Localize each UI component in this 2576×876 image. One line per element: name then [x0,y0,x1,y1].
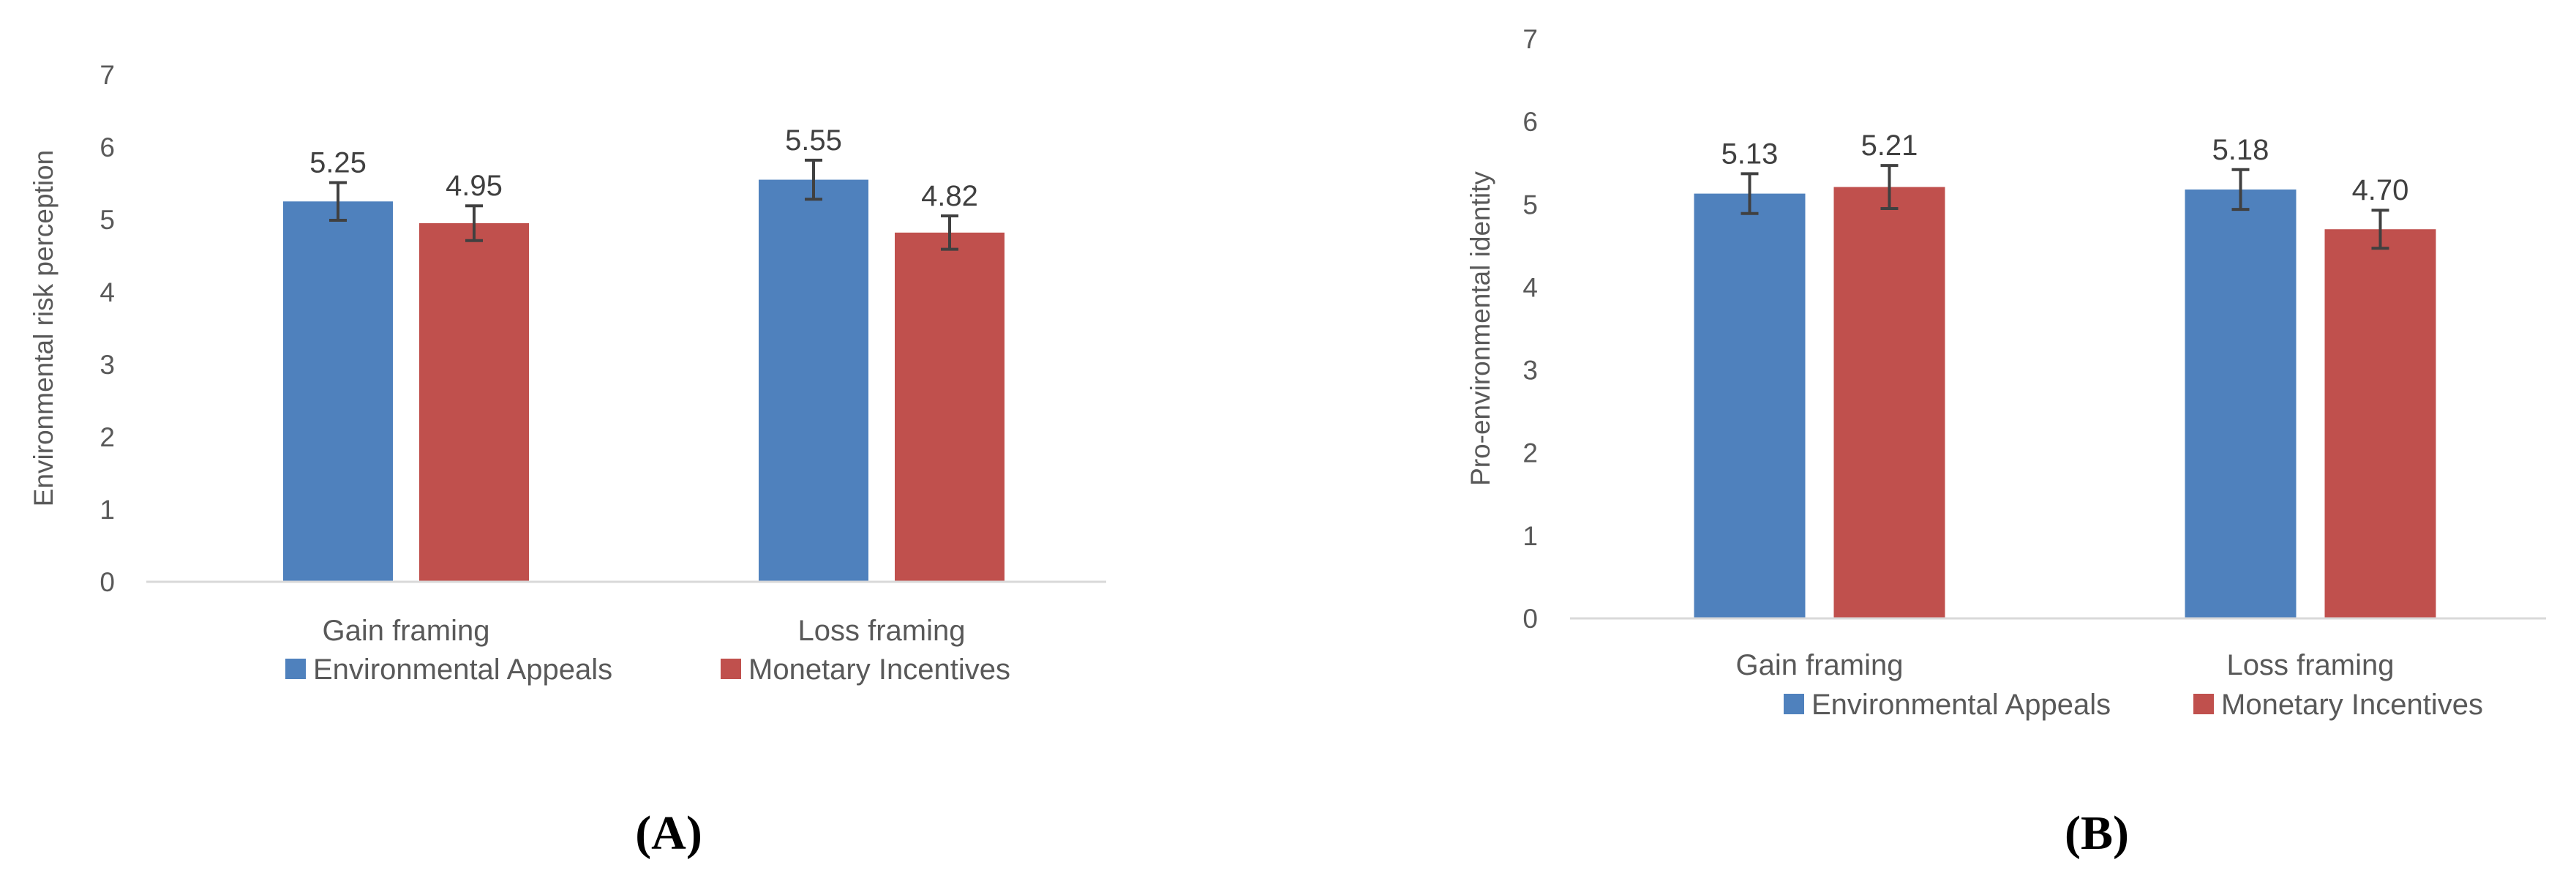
legend-swatch [721,659,741,679]
legend-swatch [285,659,306,679]
y-tick-label: 7 [1522,24,1538,54]
legend-label: Environmental Appeals [1811,689,2111,721]
y-tick-label: 1 [1522,521,1538,551]
category-label: Loss framing [798,615,966,647]
y-tick-label: 5 [1522,190,1538,220]
y-tick-label: 6 [1522,107,1538,137]
panel-label: (B) [2065,806,2129,860]
data-label: 5.55 [785,124,842,157]
legend-label: Monetary Incentives [748,654,1010,686]
y-tick-label: 4 [99,277,115,307]
y-tick-label: 6 [99,132,115,162]
data-label: 5.18 [2212,134,2269,166]
legend-label: Environmental Appeals [313,654,612,686]
legend: Environmental Appeals Monetary Incentives [285,654,1010,686]
y-tick-label: 5 [99,205,115,235]
error-bar [329,181,347,222]
data-label: 5.21 [1861,130,1918,162]
error-bar [1741,172,1759,215]
legend-swatch [2193,694,2214,714]
bar-environmental-appeals [1694,193,1806,618]
y-tick-label: 2 [99,422,115,452]
panel-label: (A) [635,806,702,860]
error-bar [2371,209,2389,250]
data-label: 4.95 [446,170,503,202]
chart-panel-b: 0 1 2 3 4 5 6 7 Pro-environmental identity 5.13 5.… [1465,24,2546,860]
category-label: Loss framing [2227,649,2395,681]
bar-monetary-incentives [2324,229,2436,618]
y-tick-label: 2 [1522,438,1538,468]
bar-monetary-incentives [895,232,1005,582]
legend-label: Monetary Incentives [2221,689,2483,721]
y-tick-label: 3 [99,350,115,380]
data-label: 5.13 [1721,138,1779,170]
bar-environmental-appeals [283,201,393,582]
y-tick-label: 4 [1522,272,1538,302]
y-tick-label: 1 [99,495,115,525]
y-tick-label: 0 [1522,604,1538,634]
error-bar [465,204,483,242]
bar-environmental-appeals [759,179,868,583]
data-label: 4.70 [2352,174,2409,206]
y-tick-label: 7 [99,60,115,90]
bar-environmental-appeals [2185,189,2297,618]
legend: Environmental Appeals Monetary Incentives [1784,689,2483,721]
y-tick-label: 0 [99,567,115,597]
data-label: 5.25 [309,147,367,179]
legend-swatch [1784,694,1804,714]
category-label: Gain framing [1736,649,1904,681]
category-label: Gain framing [323,615,490,647]
chart-panel-a: 0 1 2 3 4 5 6 7 Environmental risk perception 5.2… [29,60,1106,860]
data-label: 4.82 [921,180,978,212]
y-tick-label: 3 [1522,356,1538,386]
error-bar [941,214,958,251]
bar-monetary-incentives [419,222,529,582]
error-bar [805,158,822,201]
error-bar [2231,168,2250,211]
bar-monetary-incentives [1833,187,1945,619]
y-axis-title: Environmental risk perception [29,150,59,506]
error-bar [1880,164,1899,210]
y-axis-title: Pro-environmental identity [1465,171,1495,486]
